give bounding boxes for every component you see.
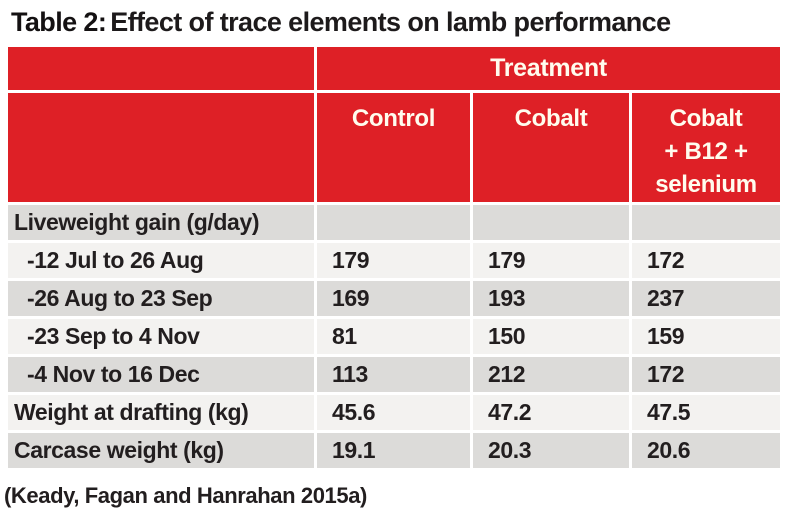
column-header-row: Control Cobalt Cobalt + B12 + selenium	[8, 92, 781, 202]
value-cell: 212	[473, 356, 629, 392]
value-cell: 20.3	[473, 432, 629, 468]
row-label: Carcase weight (kg)	[8, 432, 314, 468]
column-header-control: Control	[317, 92, 470, 202]
table-row: -12 Jul to 26 Aug 179 179 172	[8, 242, 781, 278]
row-label: Liveweight gain (g/day)	[8, 204, 314, 240]
header-corner-cell-bottom	[8, 92, 314, 202]
treatment-group-header: Treatment	[317, 46, 781, 90]
row-label: -26 Aug to 23 Sep	[8, 280, 314, 316]
value-cell: 150	[473, 318, 629, 354]
value-cell	[317, 204, 470, 240]
value-cell: 172	[632, 242, 781, 278]
lamb-performance-table: Treatment Control Cobalt Cobalt + B12 + …	[5, 44, 783, 471]
value-cell: 81	[317, 318, 470, 354]
value-cell: 159	[632, 318, 781, 354]
row-label: -23 Sep to 4 Nov	[8, 318, 314, 354]
value-cell: 193	[473, 280, 629, 316]
value-cell: 47.5	[632, 394, 781, 430]
table-title-prefix: Table 2:	[11, 7, 107, 37]
value-cell	[473, 204, 629, 240]
column-header-cobalt: Cobalt	[473, 92, 629, 202]
group-header-row: Treatment	[8, 46, 781, 90]
table-row: -23 Sep to 4 Nov 81 150 159	[8, 318, 781, 354]
table-row: Liveweight gain (g/day)	[8, 204, 781, 240]
row-label: -12 Jul to 26 Aug	[8, 242, 314, 278]
value-cell: 19.1	[317, 432, 470, 468]
table-title: Table 2: Effect of trace elements on lamb…	[11, 7, 790, 38]
value-cell: 20.6	[632, 432, 781, 468]
table-row: -4 Nov to 16 Dec 113 212 172	[8, 356, 781, 392]
value-cell	[632, 204, 781, 240]
header-corner-cell-top	[8, 46, 314, 90]
table-title-text: Effect of trace elements on lamb perform…	[110, 7, 671, 37]
value-cell: 237	[632, 280, 781, 316]
source-citation: (Keady, Fagan and Hanrahan 2015a)	[4, 482, 367, 508]
row-label: -4 Nov to 16 Dec	[8, 356, 314, 392]
value-cell: 172	[632, 356, 781, 392]
value-cell: 113	[317, 356, 470, 392]
table-row: Weight at drafting (kg) 45.6 47.2 47.5	[8, 394, 781, 430]
row-label: Weight at drafting (kg)	[8, 394, 314, 430]
table-row: Carcase weight (kg) 19.1 20.3 20.6	[8, 432, 781, 468]
value-cell: 47.2	[473, 394, 629, 430]
table-row: -26 Aug to 23 Sep 169 193 237	[8, 280, 781, 316]
value-cell: 45.6	[317, 394, 470, 430]
value-cell: 179	[317, 242, 470, 278]
value-cell: 169	[317, 280, 470, 316]
column-header-cobalt-b12-selenium: Cobalt + B12 + selenium	[632, 92, 781, 202]
value-cell: 179	[473, 242, 629, 278]
